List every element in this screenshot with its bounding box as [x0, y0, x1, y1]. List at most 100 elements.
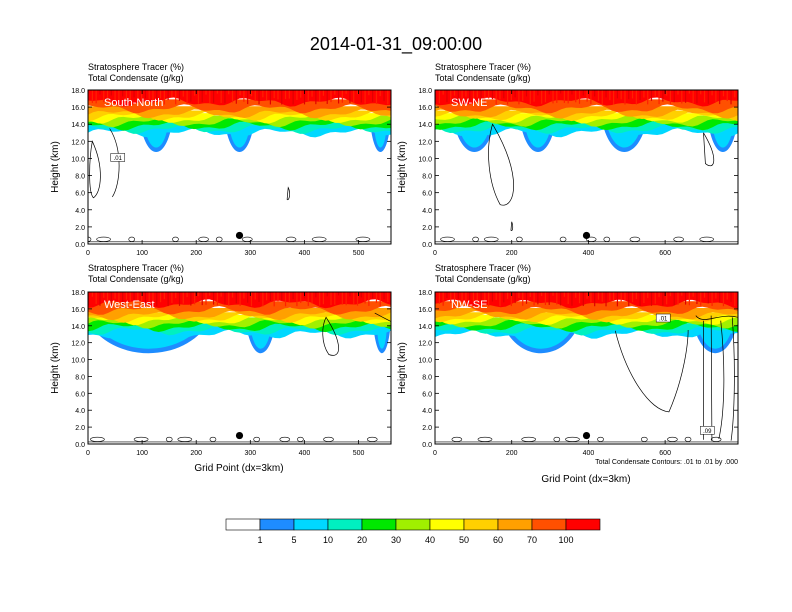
tracer-streak: [563, 292, 565, 297]
tracer-streak: [220, 90, 222, 103]
panel-2-label: SW-NE: [451, 97, 487, 109]
tracer-streak: [95, 292, 97, 304]
tracer-streak: [133, 292, 135, 307]
tracer-streak: [337, 292, 340, 296]
tracer-streak: [446, 90, 448, 103]
tracer-streak: [450, 292, 452, 304]
xtick-label: 600: [659, 250, 671, 257]
tracer-streak: [450, 90, 452, 104]
tracer-streak: [488, 292, 490, 307]
tracer-streak: [658, 292, 660, 298]
ytick-label: 12.0: [418, 341, 432, 348]
tracer-streak: [734, 292, 736, 307]
tracer-streak: [345, 292, 347, 306]
tracer-streak: [99, 90, 101, 95]
ytick-label: 18.0: [418, 290, 432, 297]
tracer-streak: [476, 292, 478, 307]
ytick-label: 12.0: [71, 341, 85, 348]
tracer-streak: [707, 90, 709, 104]
colorbar-swatch-0: [225, 518, 261, 531]
tracer-streak: [194, 90, 196, 96]
tracer-streak: [159, 292, 162, 303]
tracer-streak: [472, 90, 475, 105]
tracer-streak: [129, 90, 131, 105]
tracer-streak: [533, 90, 535, 102]
tracer-streak: [510, 292, 512, 307]
colorbar-label: 100: [558, 535, 573, 545]
tracer-streak: [677, 292, 679, 305]
tracer-streak: [533, 292, 535, 306]
tracer-streak: [446, 292, 448, 298]
tracer-band: [88, 118, 391, 131]
panel-3: West-East 0.0 2.0 4.0 6.0 8.0 10.0 12.0 14.0 16.0…: [50, 290, 392, 457]
tracer-streak: [144, 292, 147, 307]
ytick-label: 18.0: [71, 290, 85, 297]
tracer-streak: [387, 90, 389, 105]
tracer-streak: [529, 90, 531, 105]
tracer-streak: [578, 90, 581, 104]
colorbar-swatch-2: [293, 518, 329, 531]
tracer-streak: [103, 292, 105, 298]
panel-4-ylabel: Height (km): [397, 342, 408, 394]
tracer-streak: [537, 90, 539, 96]
xtick-label: 500: [353, 250, 365, 257]
tracer-streak: [269, 292, 271, 302]
colorbar-label: 5: [291, 535, 296, 545]
tracer-streak: [379, 90, 381, 97]
surface-contour: [198, 236, 209, 242]
tracer-streak: [662, 292, 664, 306]
tracer-streak: [484, 292, 486, 301]
xtick-label: 300: [244, 450, 256, 457]
tracer-streak: [288, 292, 290, 303]
location-marker: [582, 431, 591, 440]
colorbar-swatch-7: [463, 518, 499, 531]
tracer-streak: [590, 90, 592, 105]
tracer-streak: [692, 292, 694, 297]
tracer-streak: [330, 90, 332, 103]
surface-contour: [165, 436, 173, 442]
tracer-streak: [582, 292, 584, 307]
tracer-streak: [631, 292, 634, 303]
tracer-streak: [696, 90, 698, 104]
tracer-streak: [360, 90, 362, 103]
tracer-streak: [300, 90, 302, 98]
tracer-streak: [722, 90, 725, 97]
tracer-streak: [277, 292, 279, 302]
tracer-streak: [122, 90, 124, 97]
surface-contour: [215, 236, 223, 242]
ytick-label: 2.0: [422, 225, 432, 232]
tracer-streak: [605, 90, 607, 98]
xtick-label: 200: [190, 450, 202, 457]
tracer-streak: [175, 292, 177, 299]
tracer-streak: [209, 90, 211, 104]
ytick-label: 18.0: [418, 88, 432, 95]
panel-1-subtitle-condensate: Total Condensate (g/kg): [88, 73, 184, 83]
tracer-streak: [537, 292, 539, 305]
tracer-streak: [315, 90, 317, 105]
tracer-streak: [578, 292, 581, 304]
tracer-streak: [465, 292, 467, 307]
tracer-streak: [628, 90, 630, 100]
tracer-streak: [476, 90, 478, 98]
tracer-streak: [658, 90, 660, 105]
panel-1-frame: [87, 89, 392, 245]
tracer-streak: [364, 292, 366, 304]
tracer-streak: [469, 292, 471, 300]
tracer-streak: [356, 90, 359, 95]
tracer-streak: [647, 90, 649, 105]
tracer-streak: [349, 292, 351, 297]
tracer-streak: [503, 90, 505, 99]
tracer-band: [88, 314, 391, 326]
ytick-label: 6.0: [75, 191, 85, 198]
tracer-streak: [677, 90, 679, 95]
tracer-streak: [453, 292, 456, 307]
tracer-streak: [681, 292, 683, 296]
surface-contour: [629, 236, 641, 242]
tracer-streak: [662, 90, 664, 102]
tracer-streak: [372, 292, 374, 299]
surface-contour: [472, 236, 479, 242]
tracer-streak: [368, 90, 370, 96]
colorbar-label: 10: [323, 535, 333, 545]
panel-3-xlabel: Grid Point (dx=3km): [194, 463, 283, 474]
tracer-streak: [488, 90, 490, 99]
